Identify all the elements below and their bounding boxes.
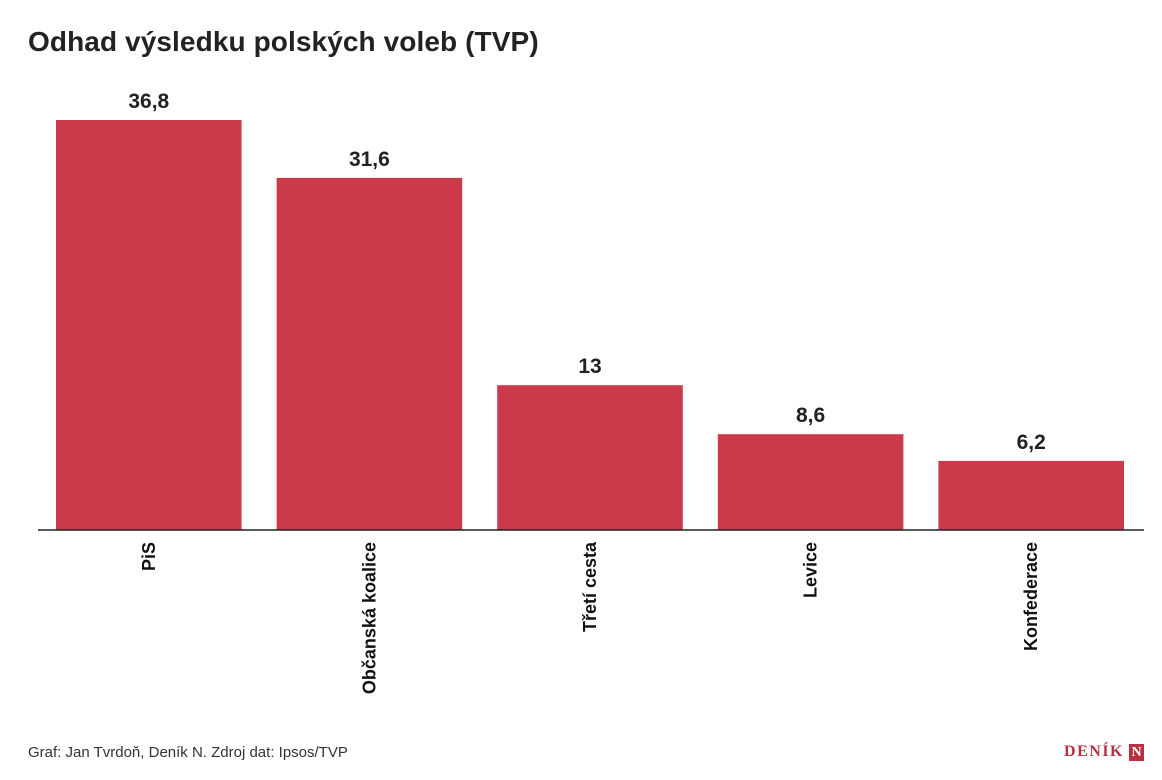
bar-3 — [497, 385, 683, 530]
category-label: PiS — [139, 542, 159, 571]
chart-title: Odhad výsledku polských voleb (TVP) — [28, 26, 539, 57]
value-label: 36,8 — [128, 90, 169, 113]
category-label: Třetí cesta — [580, 541, 600, 632]
category-label: Konfederace — [1021, 542, 1041, 651]
logo-n-icon: N — [1129, 743, 1144, 761]
bar-4 — [717, 434, 904, 530]
category-label: Levice — [801, 542, 821, 598]
category-label: Občanská koalice — [359, 542, 379, 694]
source-credit: Graf: Jan Tvrdoň, Deník N. Zdroj dat: Ip… — [28, 744, 348, 761]
value-label: 13 — [578, 355, 601, 378]
brand-logo: DENÍK N — [1064, 743, 1144, 761]
value-label: 6,2 — [1017, 431, 1046, 454]
value-label: 31,6 — [349, 148, 390, 171]
bar-1 — [56, 120, 242, 530]
bar-2 — [276, 177, 463, 530]
logo-text: DENÍK — [1064, 743, 1124, 760]
bar-5 — [938, 460, 1124, 530]
value-label: 8,6 — [796, 404, 825, 427]
